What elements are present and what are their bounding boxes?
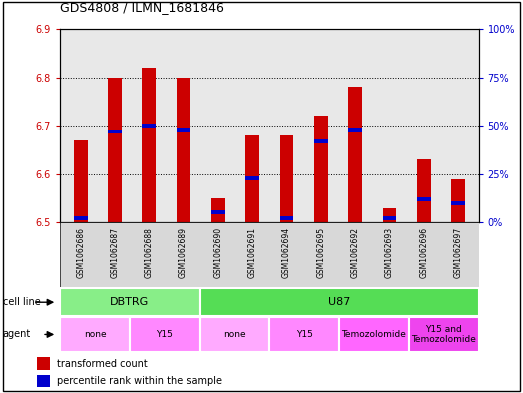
Text: GSM1062695: GSM1062695 [316, 227, 325, 278]
Text: Y15 and
Temozolomide: Y15 and Temozolomide [411, 325, 476, 344]
Bar [74, 216, 87, 220]
Text: GSM1062693: GSM1062693 [385, 227, 394, 278]
Bar [37, 375, 50, 387]
Text: U87: U87 [328, 297, 350, 307]
Bar [382, 208, 396, 222]
Bar [417, 160, 430, 222]
Bar [314, 139, 327, 143]
Bar [280, 136, 293, 222]
Text: GSM1062694: GSM1062694 [282, 227, 291, 278]
Bar [280, 216, 293, 220]
Bar [348, 128, 362, 132]
Bar [417, 197, 430, 201]
Text: agent: agent [3, 329, 31, 340]
Bar [245, 176, 259, 180]
Text: GSM1062690: GSM1062690 [213, 227, 222, 278]
Text: cell line: cell line [3, 297, 40, 307]
Bar [409, 317, 479, 352]
Text: DBTRG: DBTRG [110, 297, 150, 307]
Bar [348, 87, 362, 222]
Text: GSM1062687: GSM1062687 [110, 227, 120, 278]
Bar [451, 179, 465, 222]
Bar [60, 222, 479, 287]
Text: GSM1062689: GSM1062689 [179, 227, 188, 278]
Text: GSM1062691: GSM1062691 [248, 227, 257, 278]
Bar [74, 140, 87, 222]
Bar [108, 130, 122, 134]
Text: transformed count: transformed count [58, 358, 148, 369]
Bar [339, 317, 409, 352]
Bar [60, 288, 200, 316]
Text: percentile rank within the sample: percentile rank within the sample [58, 376, 222, 386]
Bar [177, 78, 190, 222]
Text: GDS4808 / ILMN_1681846: GDS4808 / ILMN_1681846 [60, 1, 224, 14]
Text: GSM1062688: GSM1062688 [145, 227, 154, 278]
Bar [60, 317, 130, 352]
Bar [451, 201, 465, 205]
Bar [142, 124, 156, 128]
Text: GSM1062692: GSM1062692 [350, 227, 360, 278]
Text: GSM1062697: GSM1062697 [453, 227, 462, 278]
Bar [200, 317, 269, 352]
Text: Y15: Y15 [296, 330, 313, 339]
Text: GSM1062696: GSM1062696 [419, 227, 428, 278]
Bar [37, 357, 50, 369]
Bar [200, 288, 479, 316]
Bar [177, 128, 190, 132]
Bar [269, 317, 339, 352]
Text: none: none [84, 330, 106, 339]
Bar [130, 317, 200, 352]
Bar [211, 211, 225, 214]
Bar [108, 78, 122, 222]
Text: GSM1062686: GSM1062686 [76, 227, 85, 278]
Text: none: none [223, 330, 246, 339]
Text: Y15: Y15 [156, 330, 173, 339]
Bar [245, 136, 259, 222]
Bar [211, 198, 225, 222]
Bar [382, 216, 396, 220]
Text: Temozolomide: Temozolomide [342, 330, 406, 339]
Bar [314, 116, 327, 222]
Bar [142, 68, 156, 222]
